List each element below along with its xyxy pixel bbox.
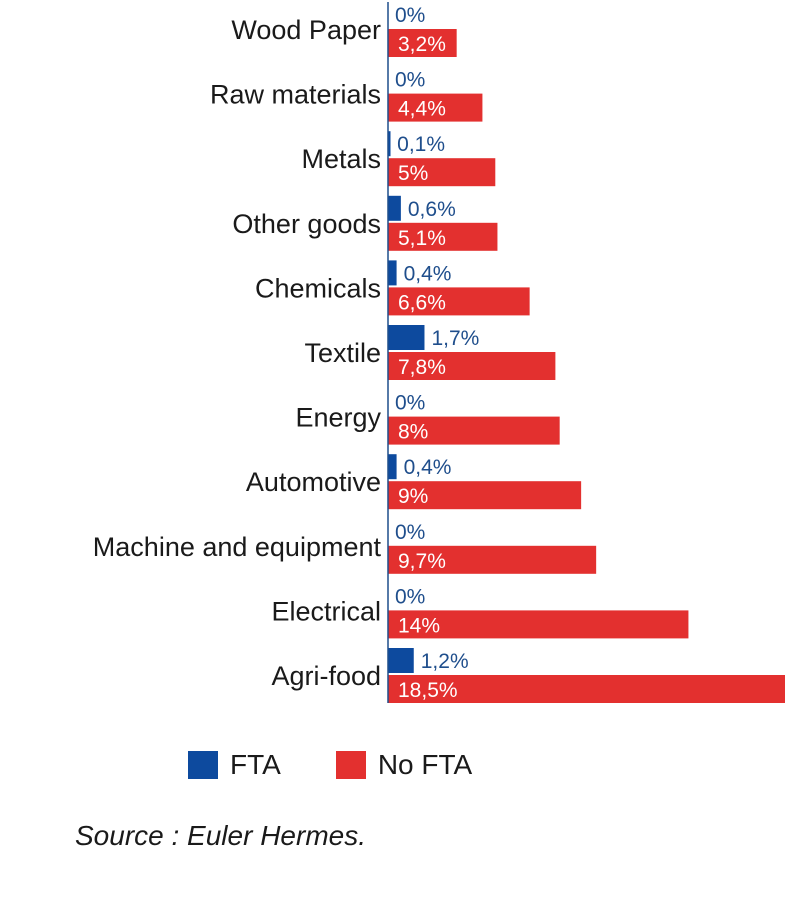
nofta-bar (388, 675, 785, 703)
nofta-bar (388, 222, 498, 251)
fta-bar (388, 131, 391, 157)
category-label: Machine and equipment (93, 532, 382, 562)
fta-value-label: 0% (395, 69, 425, 92)
nofta-bar (388, 29, 457, 57)
legend-swatch-nofta (335, 751, 366, 779)
nofta-value-label: 9,7% (398, 550, 446, 573)
nofta-bar (388, 93, 483, 122)
legend-swatch-fta (188, 751, 218, 779)
category-label: Chemicals (255, 273, 381, 303)
nofta-bar (388, 481, 582, 510)
fta-value-label: 1,7% (431, 327, 479, 350)
fta-value-label: 0,6% (408, 198, 456, 221)
fta-value-label: 0,4% (404, 456, 452, 479)
source-note: Source : Euler Hermes. (75, 820, 366, 851)
fta-bar (388, 325, 425, 350)
nofta-value-label: 8% (398, 421, 428, 444)
nofta-bar (388, 545, 597, 574)
category-label: Raw materials (210, 80, 381, 110)
nofta-bar (388, 158, 496, 187)
fta-value-label: 0% (395, 4, 425, 27)
fta-value-label: 0% (395, 585, 425, 608)
fta-bar (388, 454, 397, 480)
bar-chart: Wood Paper 0% 3,2% Raw materials 0% 4,4% Metal… (93, 2, 785, 703)
fta-bar (388, 195, 401, 221)
nofta-value-label: 4,4% (398, 98, 446, 121)
fta-value-label: 0% (395, 392, 425, 415)
fta-value-label: 1,2% (421, 650, 469, 673)
nofta-value-label: 9% (398, 485, 428, 508)
nofta-bar (388, 352, 556, 380)
fta-value-label: 0,1% (397, 133, 445, 156)
fta-value-label: 0% (395, 521, 425, 544)
nofta-bar (388, 287, 530, 316)
legend: FTA No FTA (188, 749, 527, 781)
nofta-value-label: 6,6% (398, 291, 446, 314)
nofta-value-label: 7,8% (398, 356, 446, 379)
category-label: Metals (301, 144, 381, 174)
category-label: Textile (304, 338, 381, 368)
category-label: Energy (295, 403, 381, 433)
nofta-bar (388, 610, 689, 639)
category-label: Agri-food (271, 661, 381, 691)
category-label: Wood Paper (231, 15, 381, 45)
category-label: Automotive (246, 467, 381, 497)
chart-rows: Wood Paper 0% 3,2% Raw materials 0% 4,4% Metal… (93, 4, 785, 703)
legend-label-nofta: No FTA (377, 749, 473, 780)
legend-label-fta: FTA (230, 749, 281, 780)
category-label: Other goods (232, 209, 381, 239)
fta-value-label: 0,4% (404, 262, 452, 285)
nofta-value-label: 5% (398, 162, 428, 185)
legend-item-nofta: No FTA (335, 749, 473, 781)
legend-item-fta: FTA (188, 749, 281, 781)
fta-bar (388, 260, 397, 286)
nofta-value-label: 5,1% (398, 227, 446, 250)
nofta-value-label: 3,2% (398, 33, 446, 56)
nofta-bar (388, 416, 560, 445)
category-label: Electrical (271, 596, 381, 626)
fta-bar (388, 648, 414, 673)
nofta-value-label: 14% (398, 614, 440, 637)
nofta-value-label: 18,5% (398, 679, 458, 702)
